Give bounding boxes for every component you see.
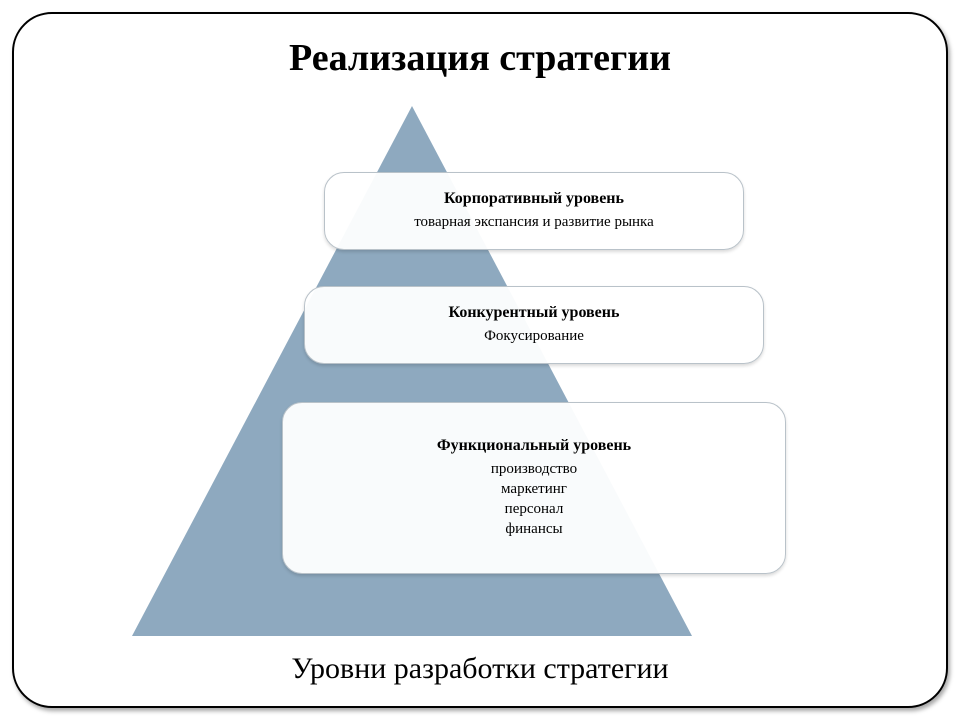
- level-title: Конкурентный уровень: [449, 304, 620, 322]
- level-line: Фокусирование: [484, 326, 584, 346]
- level-line: финансы: [505, 519, 562, 539]
- level-card-functional: Функциональный уровень производство марк…: [282, 402, 786, 574]
- level-card-corporate: Корпоративный уровень товарная экспансия…: [324, 172, 744, 250]
- level-title: Функциональный уровень: [437, 437, 631, 455]
- level-title: Корпоративный уровень: [444, 190, 624, 208]
- level-line: товарная экспансия и развитие рынка: [414, 212, 654, 232]
- level-line: персонал: [505, 499, 564, 519]
- slide-frame: Реализация стратегии Корпоративный урове…: [12, 12, 948, 708]
- level-line: маркетинг: [501, 479, 567, 499]
- level-card-competitive: Конкурентный уровень Фокусирование: [304, 286, 764, 364]
- slide-title: Реализация стратегии: [14, 36, 946, 80]
- level-line: производство: [491, 459, 577, 479]
- slide-caption: Уровни разработки стратегии: [14, 652, 946, 686]
